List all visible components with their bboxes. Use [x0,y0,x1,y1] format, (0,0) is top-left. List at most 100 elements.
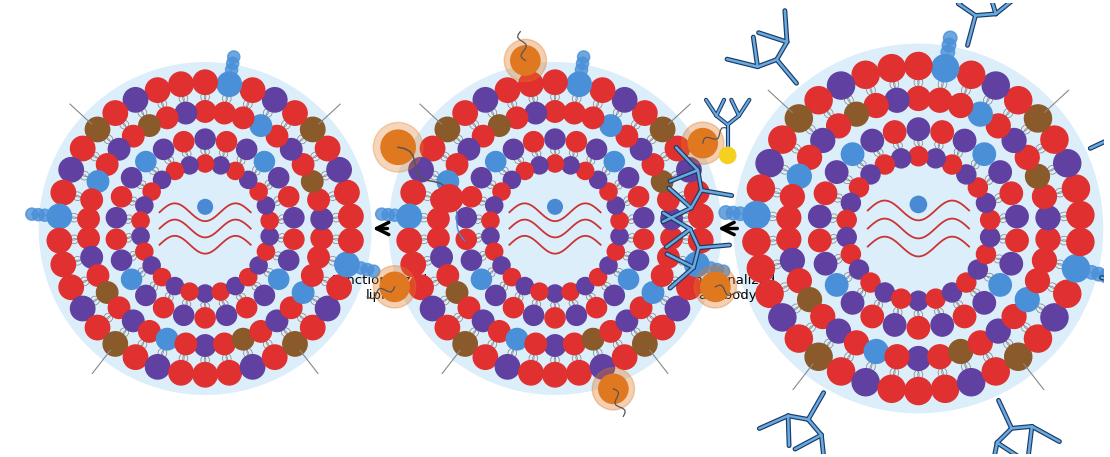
Circle shape [618,168,638,188]
Circle shape [685,181,709,205]
Circle shape [401,252,425,276]
Circle shape [473,125,494,147]
Circle shape [263,88,287,112]
Circle shape [1002,305,1026,329]
Circle shape [531,283,548,300]
Circle shape [495,78,519,102]
Circle shape [861,273,880,292]
Circle shape [544,335,566,356]
Circle shape [213,102,235,124]
Circle shape [910,197,927,213]
Circle shape [241,355,265,379]
Circle shape [488,321,509,342]
Circle shape [865,340,888,363]
Circle shape [194,101,215,122]
Circle shape [339,228,363,253]
Circle shape [837,210,856,229]
Circle shape [473,88,497,112]
Circle shape [543,70,567,95]
Circle shape [694,266,736,308]
Circle shape [143,183,160,200]
Circle shape [374,266,416,308]
Circle shape [931,55,959,82]
Circle shape [283,332,307,356]
Circle shape [473,310,494,332]
Circle shape [453,101,477,125]
Circle shape [589,171,607,188]
Circle shape [169,72,193,96]
Circle shape [769,304,796,331]
Circle shape [777,227,800,251]
Circle shape [355,262,367,274]
Circle shape [269,168,289,188]
Circle shape [254,152,274,172]
Circle shape [421,296,445,321]
Circle shape [652,171,673,192]
Circle shape [613,345,637,369]
Circle shape [232,107,254,128]
Circle shape [688,228,713,253]
Circle shape [456,229,476,250]
Circle shape [198,200,212,214]
Circle shape [258,197,274,214]
Circle shape [593,368,635,410]
Circle shape [827,114,850,138]
Circle shape [362,264,373,276]
Circle shape [266,310,287,332]
Circle shape [564,102,585,124]
Circle shape [949,340,972,363]
Circle shape [169,361,193,385]
Circle shape [1005,343,1032,370]
Circle shape [1016,145,1039,169]
Circle shape [315,136,340,161]
Circle shape [630,297,652,319]
Circle shape [643,282,664,303]
Circle shape [650,315,675,340]
Circle shape [808,205,831,228]
Circle shape [543,362,567,387]
Circle shape [427,228,450,249]
Circle shape [250,257,268,274]
Circle shape [643,154,664,175]
Circle shape [103,101,128,125]
Circle shape [849,260,868,279]
Circle shape [909,291,928,310]
Circle shape [39,63,371,394]
Circle shape [166,162,183,180]
Circle shape [688,128,717,158]
Circle shape [756,150,784,177]
Circle shape [173,305,194,325]
Circle shape [335,252,360,276]
Circle shape [1053,280,1081,307]
Circle shape [810,305,835,329]
Circle shape [705,262,717,274]
Circle shape [968,102,992,126]
Circle shape [196,155,214,172]
Circle shape [756,280,784,307]
Circle shape [109,138,130,160]
Circle shape [266,125,287,147]
Circle shape [157,107,178,128]
Circle shape [907,317,929,339]
Circle shape [849,178,868,197]
Circle shape [516,277,533,295]
Circle shape [59,158,83,182]
Circle shape [431,189,452,211]
Circle shape [71,296,94,321]
Circle shape [607,243,624,260]
Circle shape [193,362,218,387]
Circle shape [891,149,910,168]
Circle shape [518,361,543,385]
Circle shape [942,38,956,52]
Circle shape [583,107,604,128]
Circle shape [634,207,654,228]
Circle shape [339,204,363,228]
Text: Functionalized
antibody: Functionalized antibody [679,274,776,302]
Circle shape [511,46,539,75]
Circle shape [591,355,615,379]
Circle shape [145,355,170,379]
Circle shape [279,250,299,270]
Circle shape [218,361,241,385]
Circle shape [261,212,279,229]
Circle shape [777,206,800,230]
